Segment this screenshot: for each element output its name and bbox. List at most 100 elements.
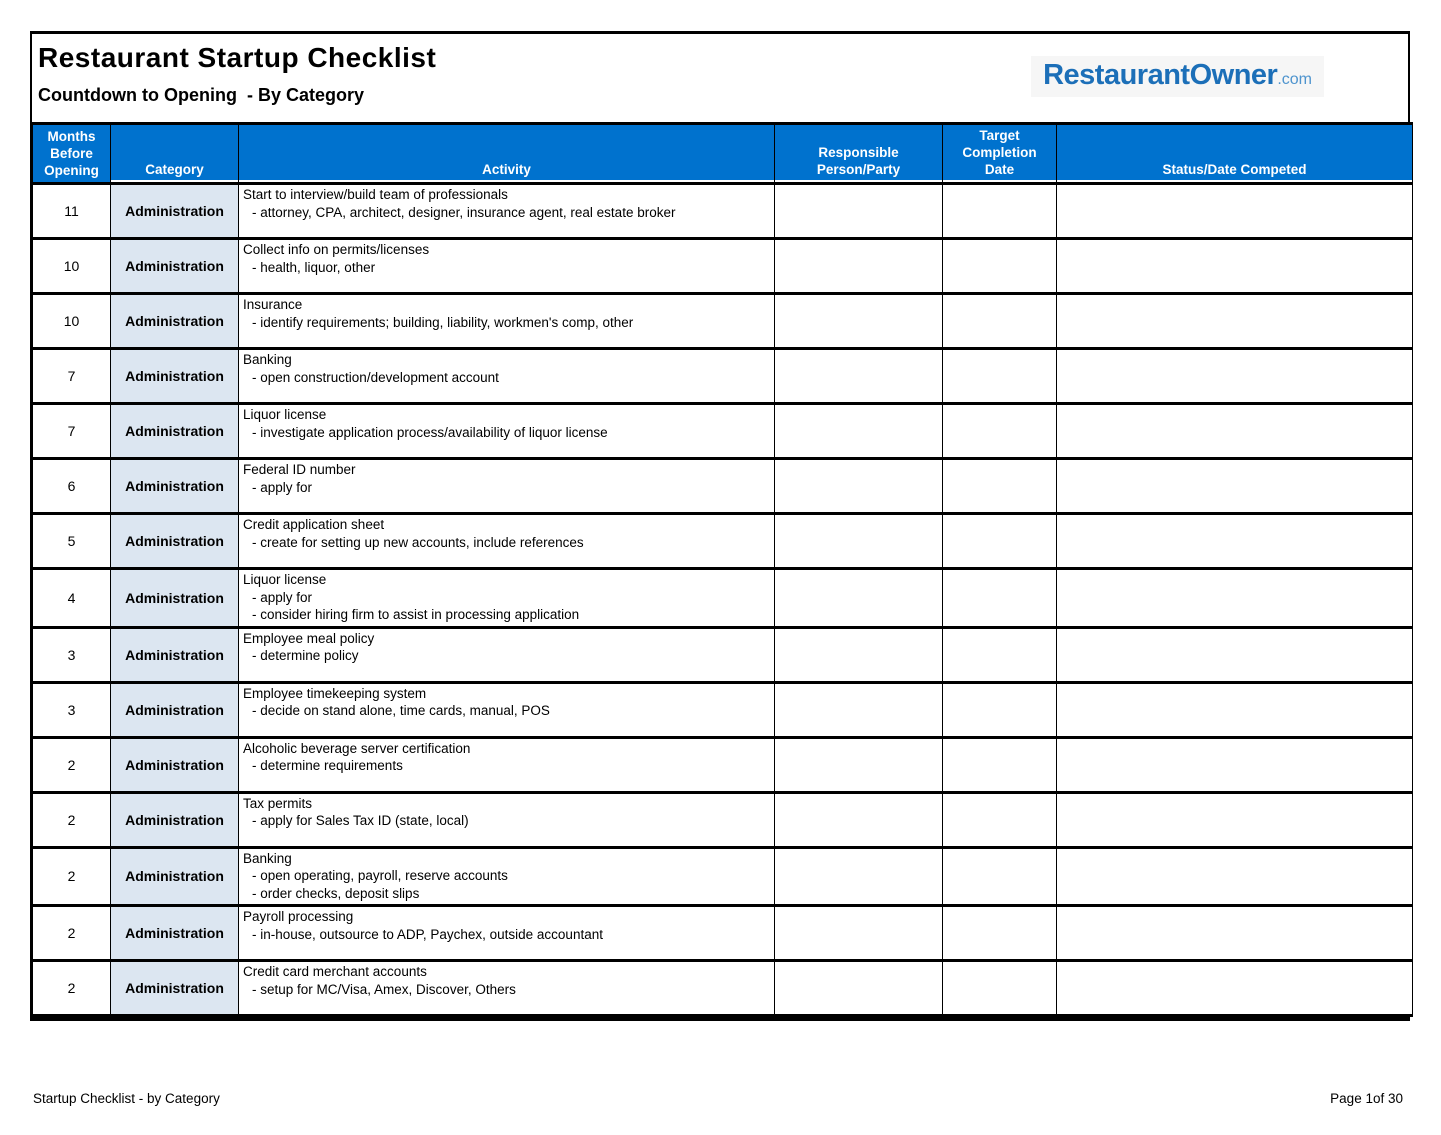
months-cell: 3 — [32, 680, 111, 739]
category-cell: Administration — [110, 182, 239, 240]
column-header-responsible: Responsible Person/Party — [774, 122, 943, 185]
responsible-cell — [774, 625, 943, 684]
status-cell — [1056, 959, 1413, 1017]
target-date-cell — [942, 845, 1057, 907]
responsible-cell — [774, 735, 943, 794]
target-date-cell — [942, 680, 1057, 739]
activity-cell: Credit application sheet - create for set… — [238, 512, 775, 570]
status-cell — [1056, 182, 1413, 240]
activity-detail: - investigate application process/availa… — [252, 424, 608, 440]
activity-cell: Alcoholic beverage server certification -… — [238, 735, 775, 794]
checklist-document: Restaurant Startup Checklist Countdown t… — [30, 31, 1413, 1021]
activity-detail: - create for setting up new accounts, in… — [252, 534, 584, 550]
table-row: 10 Administration Collect info on permit… — [32, 237, 1413, 295]
footer-document-name: Startup Checklist - by Category — [33, 1091, 220, 1106]
column-header-category: Category — [110, 122, 239, 185]
months-cell: 2 — [32, 845, 111, 907]
responsible-cell — [774, 292, 943, 350]
activity-cell: Liquor license - apply for - consider hiri… — [238, 567, 775, 629]
activity-cell: Banking - open operating, payroll, reserv… — [238, 845, 775, 907]
activity-detail: - setup for MC/Visa, Amex, Discover, Oth… — [252, 981, 516, 997]
responsible-cell — [774, 959, 943, 1017]
activity-cell: Collect info on permits/licenses - health… — [238, 237, 775, 295]
target-date-cell — [942, 402, 1057, 460]
category-cell: Administration — [110, 680, 239, 739]
months-cell: 7 — [32, 402, 111, 460]
activity-detail: - open operating, payroll, reserve accou… — [252, 868, 508, 883]
responsible-cell — [774, 790, 943, 849]
target-date-cell — [942, 735, 1057, 794]
column-header-status: Status/Date Competed — [1056, 122, 1413, 185]
status-cell — [1056, 567, 1413, 629]
activity-detail: - apply for — [252, 479, 313, 495]
responsible-cell — [774, 567, 943, 629]
status-cell — [1056, 845, 1413, 907]
category-cell: Administration — [110, 904, 239, 962]
category-cell: Administration — [110, 402, 239, 460]
column-header-target-date: Target Completion Date — [942, 122, 1057, 185]
activity-detail: - decide on stand alone, time cards, man… — [252, 703, 550, 718]
activity-title: Credit application sheet — [243, 517, 385, 532]
table-row: 7 Administration Banking - open construct… — [32, 347, 1413, 405]
restaurantowner-logo: RestaurantOwner.com — [1031, 56, 1324, 97]
activity-cell: Credit card merchant accounts - setup for… — [238, 959, 775, 1017]
months-cell: 7 — [32, 347, 111, 405]
activity-title: Payroll processing — [243, 909, 354, 924]
activity-detail: - determine requirements — [252, 758, 403, 773]
category-cell: Administration — [110, 567, 239, 629]
logo-tld-text: .com — [1277, 71, 1312, 88]
months-cell: 4 — [32, 567, 111, 629]
title-block: Restaurant Startup Checklist Countdown t… — [38, 40, 436, 106]
activity-detail: - determine policy — [252, 648, 359, 663]
category-cell: Administration — [110, 347, 239, 405]
table-row: 2 Administration Banking - open operating… — [32, 845, 1413, 907]
activity-title: Start to interview/build team of profess… — [243, 187, 508, 202]
activity-title: Employee timekeeping system — [243, 685, 427, 701]
activity-title: Banking — [243, 850, 292, 866]
table-row: 6 Administration Federal ID number - appl… — [32, 457, 1413, 515]
activity-detail: - open construction/development account — [252, 369, 499, 385]
target-date-cell — [942, 237, 1057, 295]
months-cell: 2 — [32, 959, 111, 1017]
status-cell — [1056, 735, 1413, 794]
months-cell: 2 — [32, 735, 111, 794]
months-cell: 6 — [32, 457, 111, 515]
table-row: 2 Administration Payroll processing - in-… — [32, 904, 1413, 962]
table-row: 3 Administration Employee timekeeping sy… — [32, 680, 1413, 739]
status-cell — [1056, 457, 1413, 515]
table-row: 11 Administration Start to interview/bui… — [32, 182, 1413, 240]
activity-cell: Insurance - identify requirements; buildi… — [238, 292, 775, 350]
column-header-months-before-opening: Months Before Opening — [32, 122, 111, 185]
page-title: Restaurant Startup Checklist — [38, 42, 437, 73]
activity-cell: Banking - open construction/development a… — [238, 347, 775, 405]
months-cell: 2 — [32, 904, 111, 962]
status-cell — [1056, 512, 1413, 570]
activity-title: Alcoholic beverage server certification — [243, 740, 471, 756]
activity-cell: Federal ID number - apply for — [238, 457, 775, 515]
status-cell — [1056, 237, 1413, 295]
target-date-cell — [942, 182, 1057, 240]
status-cell — [1056, 680, 1413, 739]
activity-cell: Tax permits - apply for Sales Tax ID (sta… — [238, 790, 775, 849]
column-header-activity: Activity — [238, 122, 775, 185]
target-date-cell — [942, 512, 1057, 570]
months-cell: 11 — [32, 182, 111, 240]
responsible-cell — [774, 680, 943, 739]
category-cell: Administration — [110, 959, 239, 1017]
responsible-cell — [774, 512, 943, 570]
category-cell: Administration — [110, 845, 239, 907]
status-cell — [1056, 790, 1413, 849]
status-cell — [1056, 402, 1413, 460]
category-cell: Administration — [110, 735, 239, 794]
activity-title: Tax permits — [243, 795, 313, 811]
footer-page-number: Page 1of 30 — [1330, 1091, 1403, 1106]
months-cell: 5 — [32, 512, 111, 570]
table-row: 10 Administration Insurance - identify re… — [32, 292, 1413, 350]
activity-detail: - health, liquor, other — [252, 259, 376, 275]
responsible-cell — [774, 182, 943, 240]
status-cell — [1056, 904, 1413, 962]
status-cell — [1056, 347, 1413, 405]
activity-title: Federal ID number — [243, 462, 356, 477]
activity-title: Employee meal policy — [243, 630, 375, 646]
target-date-cell — [942, 904, 1057, 962]
